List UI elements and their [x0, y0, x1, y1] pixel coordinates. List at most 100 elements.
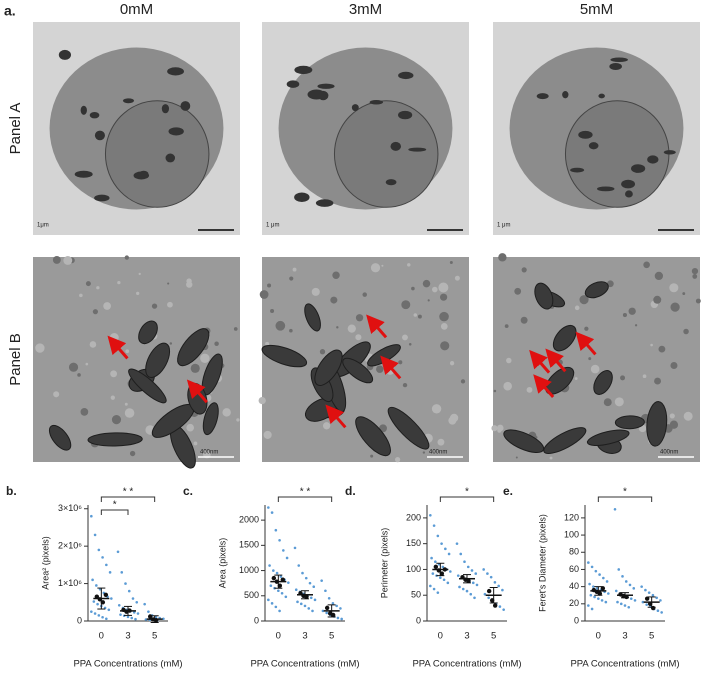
organelle	[609, 63, 622, 70]
texture	[186, 278, 192, 284]
x-tick-label: 0	[596, 631, 601, 642]
organelle	[294, 65, 313, 75]
mitochondrion	[202, 402, 219, 436]
data-point	[651, 593, 655, 597]
data-point	[594, 569, 598, 573]
data-point	[274, 528, 278, 532]
texture	[691, 267, 699, 275]
texture	[521, 267, 527, 273]
texture	[654, 377, 661, 385]
organelle	[58, 49, 72, 60]
data-point	[469, 592, 473, 596]
data-point	[617, 568, 621, 571]
data-point	[458, 585, 461, 589]
data-point	[117, 603, 121, 607]
replicate-mean	[103, 592, 109, 598]
significance-label: *	[623, 487, 627, 498]
data-point	[293, 546, 297, 550]
data-point	[640, 585, 643, 588]
data-point	[436, 591, 440, 594]
data-point	[455, 542, 459, 545]
mitochondrion	[304, 303, 321, 332]
data-point	[619, 602, 623, 606]
x-tick-label: 3	[464, 631, 469, 642]
texture	[574, 377, 578, 380]
texture	[408, 343, 412, 346]
y-axis-title: Area (pixels)	[217, 538, 227, 589]
y-tick-label: 200	[406, 512, 421, 522]
y-tick-label: 80	[569, 547, 579, 557]
x-tick-label: 5	[491, 631, 496, 642]
texture	[413, 313, 418, 317]
data-point	[501, 588, 504, 592]
texture	[79, 293, 83, 298]
organelle	[588, 142, 599, 150]
texture	[381, 264, 384, 267]
data-point	[287, 581, 290, 584]
organelle	[390, 141, 402, 151]
texture	[258, 396, 266, 405]
data-point	[320, 579, 323, 582]
texture	[68, 362, 79, 372]
organelle	[398, 71, 414, 80]
data-point	[101, 556, 104, 559]
data-point	[471, 581, 475, 585]
data-point	[502, 608, 505, 611]
texture	[265, 341, 270, 346]
texture	[110, 395, 115, 400]
data-point	[96, 602, 99, 606]
significance-label: *	[465, 487, 469, 498]
texture	[336, 326, 339, 329]
data-point	[659, 599, 662, 602]
x-axis-title: PPA Concentrations (mM)	[412, 659, 521, 670]
data-point	[267, 598, 270, 602]
texture	[493, 389, 497, 393]
y-tick-label: 1500	[239, 540, 259, 550]
texture	[398, 360, 403, 365]
data-point	[331, 602, 335, 605]
texture	[520, 316, 528, 324]
texture	[332, 271, 340, 279]
data-point	[600, 599, 604, 602]
mitochondrion	[593, 370, 613, 395]
texture	[504, 324, 509, 329]
significance-bracket	[100, 496, 156, 502]
organelle	[94, 130, 105, 141]
x-tick-label: 0	[276, 631, 281, 642]
texture	[376, 365, 384, 373]
data-point	[279, 575, 283, 578]
row-label: Panel B	[7, 333, 24, 386]
data-point	[325, 611, 328, 615]
mitochondrion	[355, 416, 391, 457]
figure-label: a.	[4, 3, 16, 19]
mitochondrion	[387, 406, 430, 450]
organelle	[570, 167, 585, 173]
data-point	[487, 596, 490, 600]
data-point	[605, 580, 609, 583]
replicate-mean	[600, 586, 606, 591]
data-point	[136, 612, 140, 615]
data-point	[95, 584, 98, 587]
data-point	[119, 613, 122, 616]
data-point	[431, 572, 435, 575]
data-point	[489, 575, 493, 579]
y-tick-label: 120	[564, 512, 579, 522]
data-point	[604, 600, 608, 604]
column-header: 0mM	[120, 1, 153, 18]
texture	[129, 450, 136, 457]
y-tick-label: 0	[77, 615, 82, 625]
data-point	[147, 610, 150, 613]
mitochondrion	[87, 432, 143, 447]
data-point	[309, 596, 313, 600]
data-point	[324, 589, 327, 593]
y-tick-label: 20	[569, 598, 579, 608]
data-point	[498, 605, 502, 608]
mitochondrion	[48, 424, 72, 451]
data-point	[632, 587, 636, 590]
data-point	[296, 600, 299, 604]
texture	[440, 341, 450, 351]
texture	[449, 260, 453, 264]
data-point	[655, 596, 658, 600]
texture	[292, 267, 297, 272]
data-point	[587, 604, 590, 607]
